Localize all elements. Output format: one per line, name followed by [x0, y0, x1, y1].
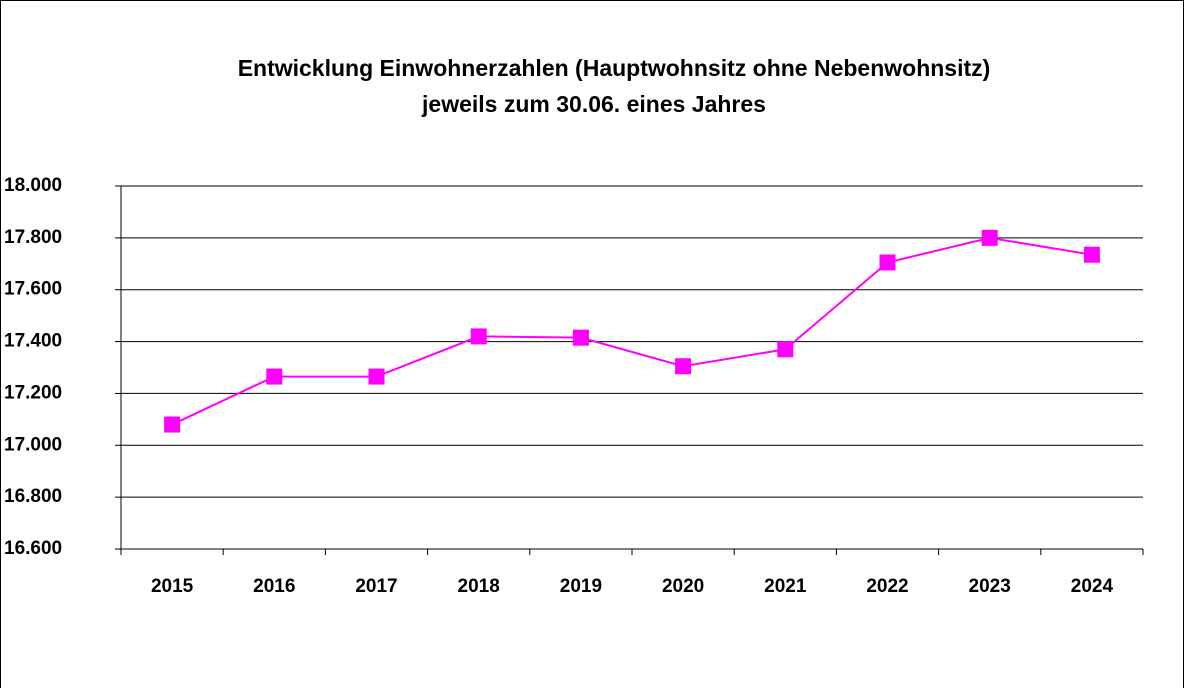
x-tick-label: 2015 — [151, 576, 194, 597]
data-point — [675, 358, 692, 375]
data-point — [266, 368, 283, 385]
y-tick-label: 18.000 — [4, 175, 62, 196]
x-tick-label: 2023 — [969, 576, 1011, 597]
x-tick-label: 2016 — [253, 576, 295, 597]
data-point — [879, 254, 896, 271]
y-tick-label: 17.800 — [4, 227, 62, 248]
x-tick-label: 2020 — [662, 576, 704, 597]
y-tick-label: 17.400 — [4, 331, 62, 352]
data-point — [470, 328, 487, 345]
data-point — [1083, 246, 1100, 263]
y-tick-label: 16.600 — [4, 538, 62, 559]
data-point — [777, 341, 794, 358]
data-point — [164, 416, 181, 433]
data-point — [572, 329, 589, 346]
x-tick-label: 2021 — [764, 576, 807, 597]
y-tick-label: 17.000 — [4, 434, 62, 455]
x-tick-label: 2018 — [458, 576, 500, 597]
data-point — [368, 368, 385, 385]
x-tick-label: 2024 — [1071, 576, 1114, 597]
x-tick-label: 2022 — [866, 576, 908, 597]
y-tick-label: 17.600 — [4, 279, 62, 300]
chart-subtitle: jeweils zum 30.06. eines Jahres — [421, 91, 766, 117]
series-line — [171, 236, 1093, 426]
y-tick-label: 17.200 — [4, 382, 62, 403]
x-tick-label: 2017 — [355, 576, 397, 597]
chart-title: Entwicklung Einwohnerzahlen (Hauptwohnsi… — [238, 55, 991, 81]
y-tick-label: 16.800 — [4, 486, 62, 507]
data-point — [981, 229, 998, 246]
x-tick-label: 2019 — [560, 576, 602, 597]
